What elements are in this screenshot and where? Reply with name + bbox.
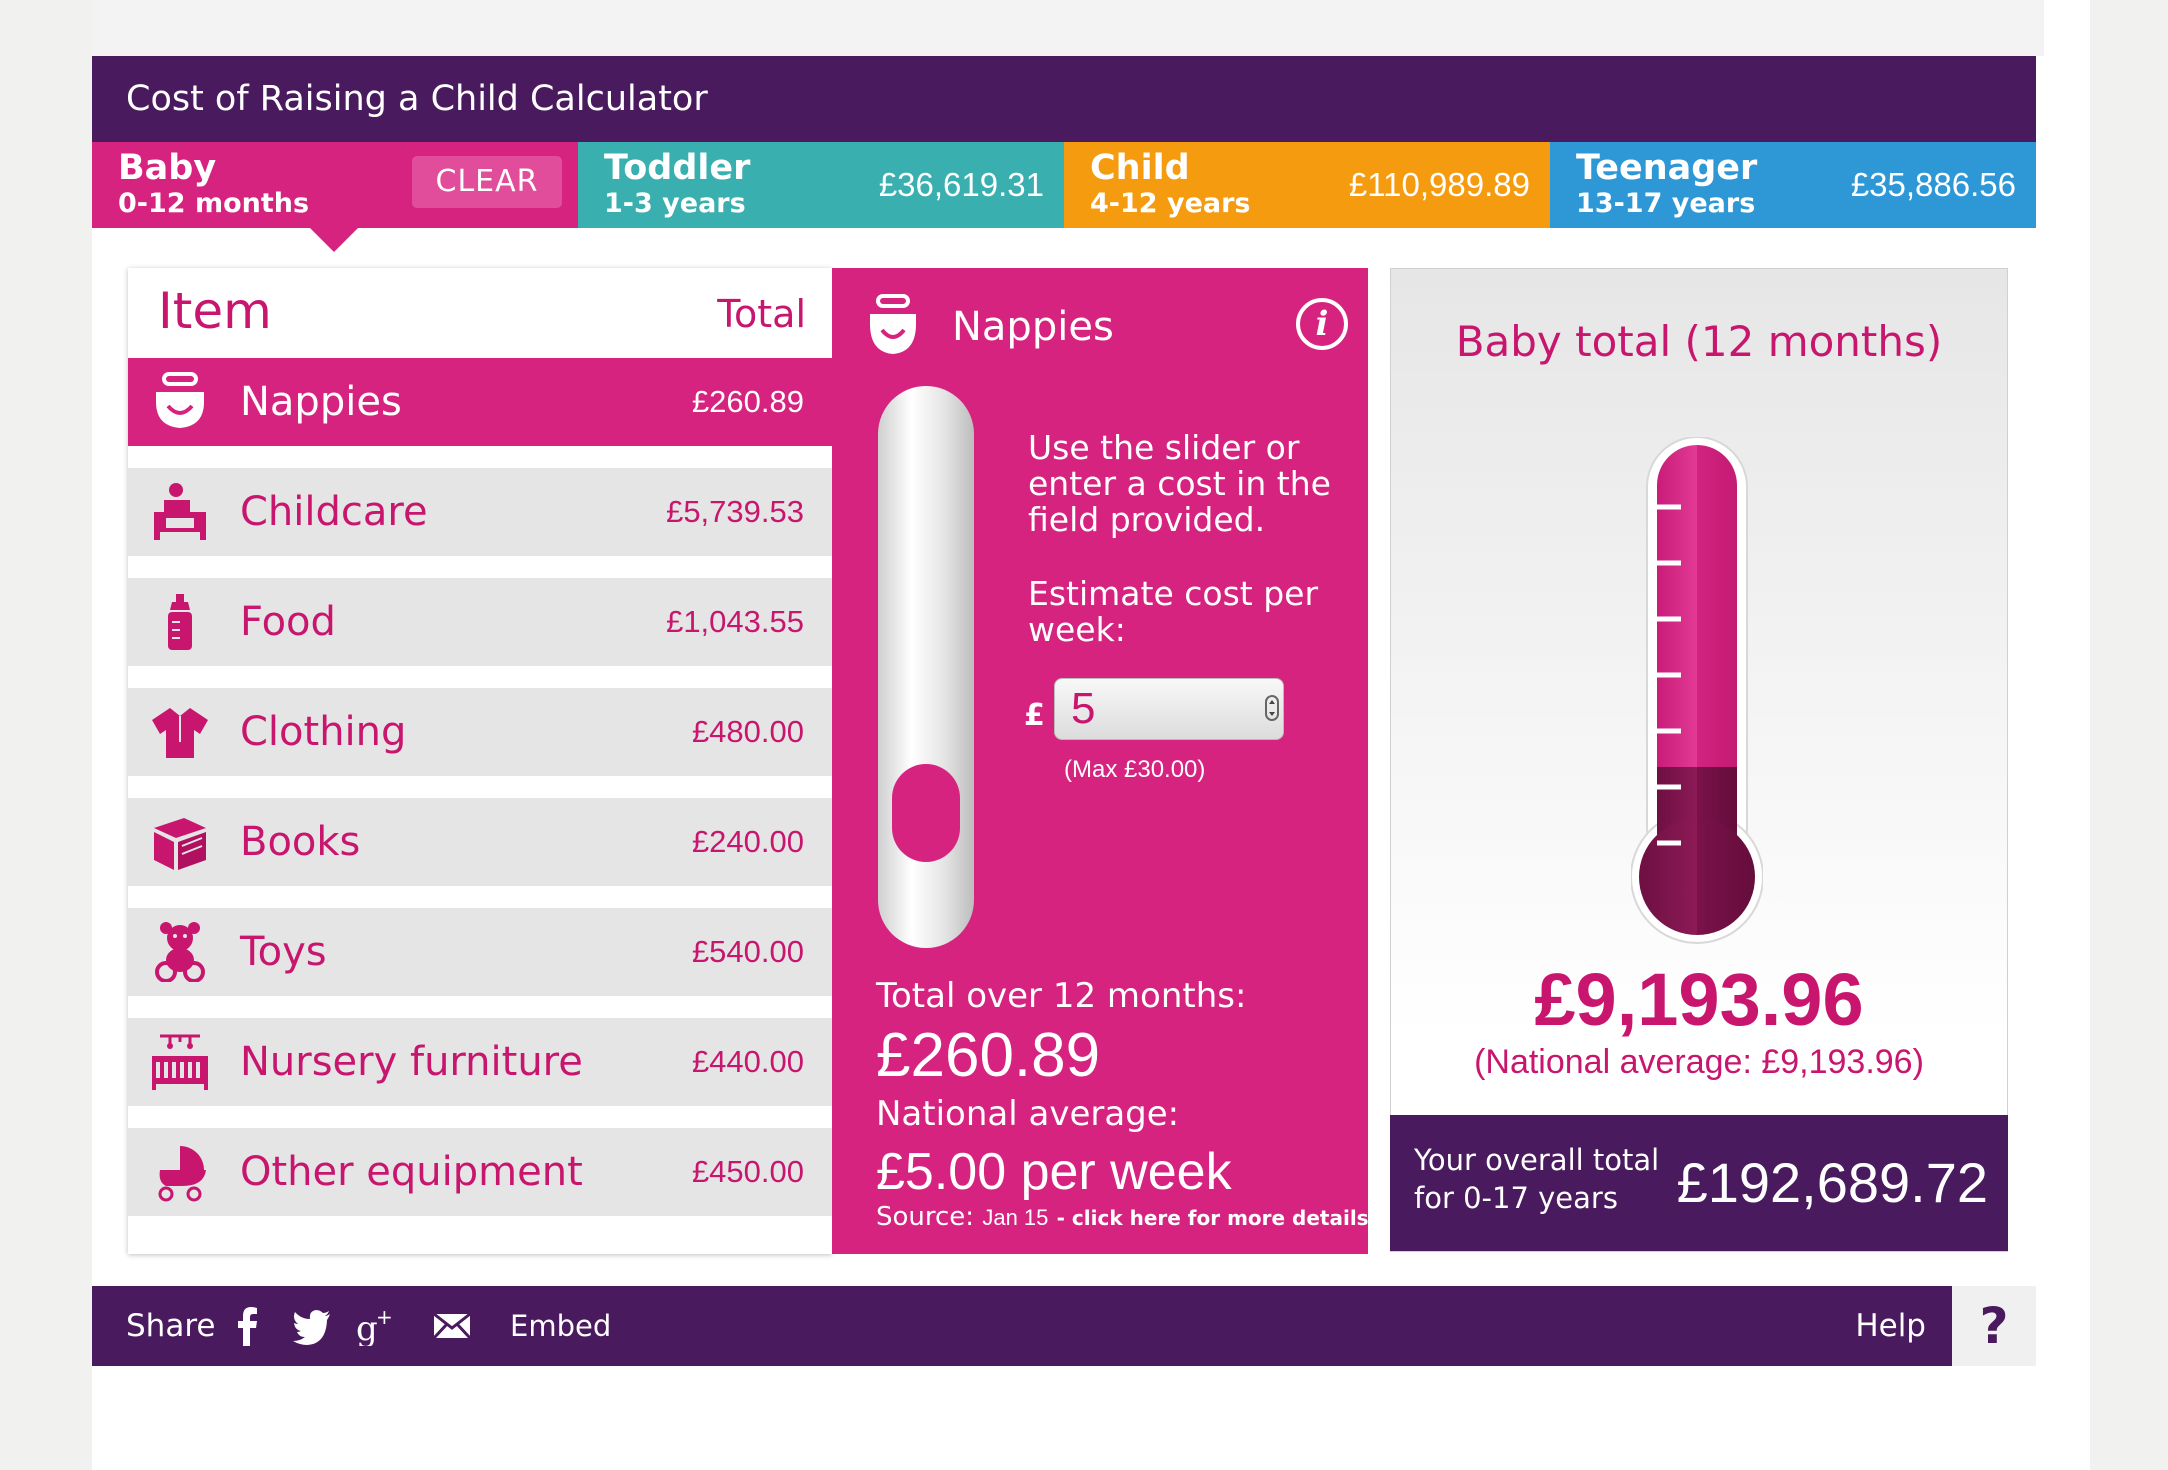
baby-national-average: (National average: £9,193.96) — [1474, 1043, 1924, 1081]
list-item-nappies[interactable]: Nappies £260.89 — [128, 358, 832, 446]
summary-panel: Baby total (12 months) — [1390, 268, 2008, 1252]
list-item-nursery-furniture[interactable]: Nursery furniture £440.00 — [128, 1018, 832, 1106]
list-item-label: Other equipment — [240, 1149, 583, 1195]
source-line: Source: Jan 15 - click here for more det… — [876, 1202, 1369, 1232]
instructions-text: Use the slider or enter a cost in the fi… — [1028, 428, 1331, 539]
list-item-childcare[interactable]: Childcare £5,739.53 — [128, 468, 832, 556]
source-date: Jan 15 — [982, 1205, 1049, 1230]
list-item-food[interactable]: Food £1,043.55 — [128, 578, 832, 666]
list-item-clothing[interactable]: Clothing £480.00 — [128, 688, 832, 776]
baby-total-value: £9,193.96 — [1534, 958, 1864, 1041]
list-item-total: £240.00 — [691, 824, 804, 859]
list-item-label: Books — [240, 819, 361, 865]
list-item-label: Nursery furniture — [240, 1039, 583, 1085]
list-item-total: £5,739.53 — [666, 494, 804, 529]
google-plus-icon[interactable]: g + — [356, 1306, 396, 1346]
email-icon[interactable] — [432, 1306, 472, 1346]
nappy-icon — [156, 372, 204, 428]
bottle-icon — [168, 594, 192, 650]
info-icon[interactable]: i — [1296, 298, 1348, 350]
total-label: Total over 12 months: — [876, 976, 1247, 1016]
tab-toddler-amount: £36,619.31 — [878, 166, 1044, 203]
detail-title: Nappies — [952, 304, 1114, 350]
pram-icon — [154, 1146, 206, 1202]
list-item-label: Childcare — [240, 489, 428, 535]
cost-slider[interactable] — [878, 386, 974, 948]
cot-icon — [152, 1034, 208, 1090]
tab-toddler-name: Toddler — [604, 148, 751, 188]
list-item-total: £260.89 — [691, 384, 804, 419]
estimate-label: Estimate cost per week: — [1028, 574, 1319, 649]
national-average-value: £5.00 per week — [876, 1143, 1232, 1201]
help-icon[interactable]: ? — [1952, 1286, 2036, 1366]
tab-child[interactable]: Child 4-12 years £110,989.89 — [1064, 142, 1550, 228]
tab-baby[interactable]: Baby 0-12 months CLEAR — [92, 142, 578, 228]
item-list-panel: Item Total Nappies £260.89 Childcare £5,… — [128, 268, 832, 1254]
tab-child-age: 4-12 years — [1090, 188, 1251, 219]
list-item-other-equipment[interactable]: Other equipment £450.00 — [128, 1128, 832, 1216]
overall-total-label: Your overall total for 0-17 years — [1414, 1143, 1660, 1215]
teddy-icon — [155, 922, 205, 982]
calculator-widget: Cost of Raising a Child Calculator Baby … — [92, 56, 2036, 1366]
list-item-total: £1,043.55 — [666, 604, 804, 639]
shirt-icon — [152, 708, 208, 758]
tab-child-amount: £110,989.89 — [1348, 166, 1530, 203]
app-title: Cost of Raising a Child Calculator — [126, 79, 708, 119]
share-label: Share — [126, 1308, 216, 1344]
weekly-cost-input[interactable]: 5 — [1054, 678, 1284, 740]
tab-toddler[interactable]: Toddler 1-3 years £36,619.31 — [578, 142, 1064, 228]
weekly-cost-value: 5 — [1071, 684, 1096, 733]
list-item-total: £540.00 — [691, 934, 804, 969]
title-bar: Cost of Raising a Child Calculator — [92, 56, 2036, 142]
tab-teenager-name: Teenager — [1576, 148, 1758, 188]
source-details-link[interactable]: - click here for more details — [1056, 1206, 1369, 1230]
help-link[interactable]: Help — [1855, 1308, 1926, 1344]
embed-link[interactable]: Embed — [510, 1309, 612, 1343]
clear-button[interactable]: CLEAR — [412, 156, 562, 208]
footer-bar: Share g + Embed Help — [92, 1286, 1952, 1366]
list-item-total: £440.00 — [691, 1044, 804, 1079]
tab-teenager-age: 13-17 years — [1576, 188, 1756, 219]
item-detail-panel: Nappies i Use the slider or enter a cost… — [832, 268, 1369, 1254]
list-item-label: Nappies — [240, 379, 402, 425]
tab-toddler-age: 1-3 years — [604, 188, 746, 219]
tab-baby-name: Baby — [118, 148, 217, 188]
max-note: (Max £30.00) — [1064, 756, 1206, 783]
list-item-toys[interactable]: Toys £540.00 — [128, 908, 832, 996]
list-item-label: Toys — [240, 929, 327, 975]
list-header-item: Item — [158, 282, 272, 340]
tab-teenager-amount: £35,886.56 — [1850, 166, 2016, 203]
list-item-total: £480.00 — [691, 714, 804, 749]
top-strip — [92, 0, 2044, 56]
svg-text:g: g — [356, 1309, 378, 1346]
list-item-label: Clothing — [240, 709, 407, 755]
tab-child-name: Child — [1090, 148, 1190, 188]
facebook-icon[interactable] — [228, 1306, 268, 1346]
twitter-icon[interactable] — [292, 1306, 332, 1346]
list-item-total: £450.00 — [691, 1154, 804, 1189]
tab-teenager[interactable]: Teenager 13-17 years £35,886.56 — [1550, 142, 2036, 228]
active-tab-pointer — [310, 228, 358, 252]
overall-total-value: £192,689.72 — [1676, 1151, 1988, 1214]
book-icon — [154, 818, 206, 870]
national-average-label: National average: — [876, 1094, 1180, 1134]
list-item-label: Food — [240, 599, 336, 645]
slider-handle[interactable] — [892, 764, 960, 862]
summary-title: Baby total (12 months) — [1455, 317, 1943, 366]
svg-text:+: + — [376, 1306, 393, 1329]
thermometer-gauge — [1631, 437, 1763, 944]
list-item-books[interactable]: Books £240.00 — [128, 798, 832, 886]
total-value: £260.89 — [876, 1021, 1101, 1090]
childcare-icon — [154, 483, 206, 540]
overall-total-box: Your overall total for 0-17 years £192,6… — [1390, 1115, 2008, 1251]
spinner-icon[interactable] — [1265, 695, 1279, 721]
list-header-total: Total — [717, 292, 806, 336]
nappy-icon — [870, 294, 916, 354]
tab-baby-age: 0-12 months — [118, 188, 310, 219]
source-label: Source: — [876, 1202, 975, 1232]
currency-symbol: £ — [1024, 698, 1045, 733]
